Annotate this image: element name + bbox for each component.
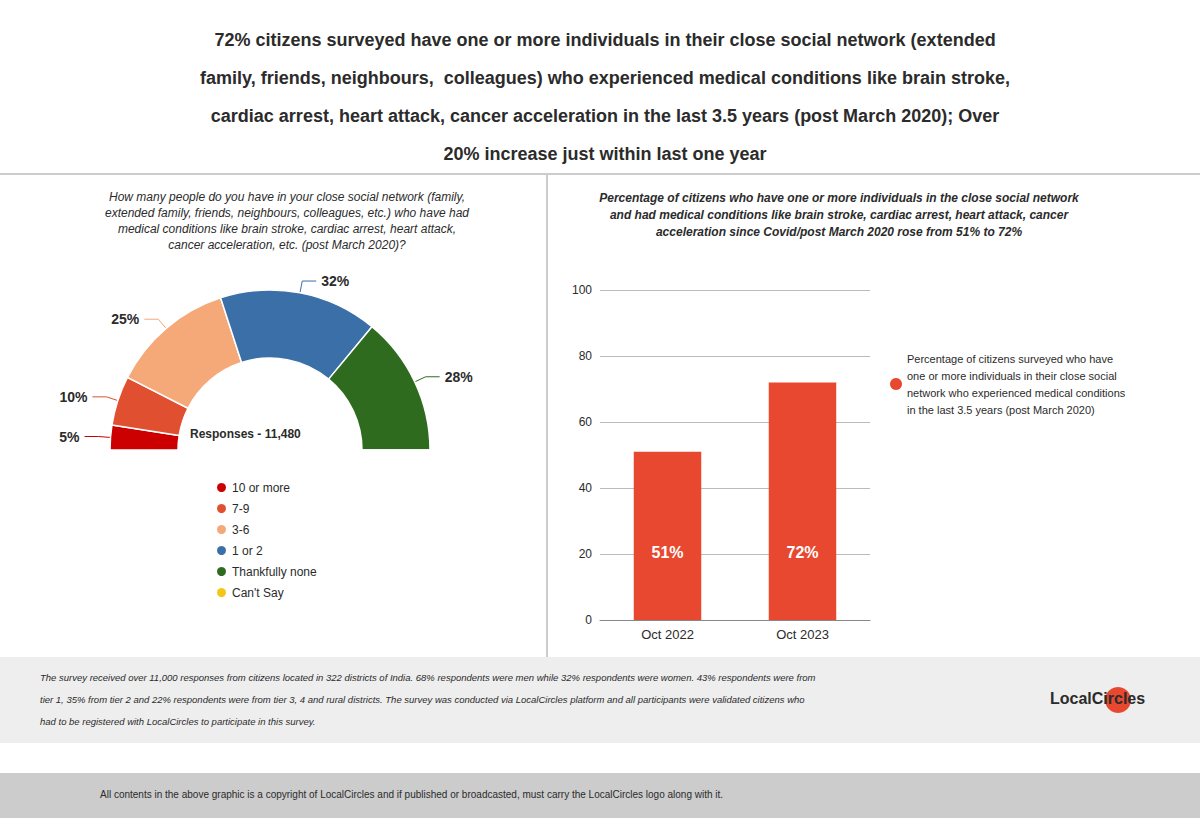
svg-text:72% citizens surveyed have one: 72% citizens surveyed have one or more i… (214, 30, 995, 50)
svg-text:25%: 25% (111, 311, 140, 327)
svg-text:had to be registered with Loca: had to be registered with LocalCircles t… (40, 716, 315, 727)
svg-text:28%: 28% (445, 369, 474, 385)
svg-text:extended family, friends, neig: extended family, friends, neighbours, co… (105, 206, 469, 220)
svg-text:72%: 72% (786, 544, 818, 561)
svg-text:Percentage of citizens surveye: Percentage of citizens surveyed who have (907, 353, 1113, 365)
svg-text:and had medical conditions lik: and had medical conditions like brain st… (610, 208, 1070, 222)
svg-text:one or more individuals in the: one or more individuals in their close s… (907, 370, 1117, 382)
svg-text:network who experienced medica: network who experienced medical conditio… (907, 387, 1126, 399)
svg-text:Can't Say: Can't Say (232, 586, 284, 600)
svg-text:cancer acceleration, etc. (pos: cancer acceleration, etc. (post March 20… (168, 238, 406, 252)
svg-text:medical conditions like brain: medical conditions like brain stroke, ca… (118, 222, 456, 236)
svg-text:cardiac arrest, heart attack,: cardiac arrest, heart attack, cancer acc… (211, 106, 999, 126)
svg-text:Thankfully none: Thankfully none (232, 565, 317, 579)
svg-text:family, friends, neighbours,: family, friends, neighbours, colleagues)… (200, 68, 1010, 88)
svg-text:7-9: 7-9 (232, 502, 250, 516)
svg-text:Responses - 11,480: Responses - 11,480 (190, 427, 301, 441)
svg-text:in the last 3.5 years (post Ma: in the last 3.5 years (post March 2020) (907, 404, 1095, 416)
svg-text:acceleration since Covid/post: acceleration since Covid/post March 2020… (656, 225, 1022, 239)
svg-text:How many people do you have in: How many people do you have in your clos… (109, 190, 465, 204)
svg-text:1 or 2: 1 or 2 (232, 544, 263, 558)
svg-text:10%: 10% (59, 389, 88, 405)
svg-text:The survey received over 11,00: The survey received over 11,000 response… (40, 672, 816, 683)
svg-text:20: 20 (579, 547, 593, 561)
svg-text:Oct 2022: Oct 2022 (641, 627, 694, 642)
svg-text:All contents in the above grap: All contents in the above graphic is a c… (100, 789, 723, 800)
svg-text:Oct 2023: Oct 2023 (776, 627, 829, 642)
svg-text:0: 0 (585, 613, 592, 627)
svg-text:60: 60 (579, 415, 593, 429)
svg-text:5%: 5% (59, 429, 80, 445)
svg-text:40: 40 (579, 481, 593, 495)
svg-text:tier 1, 35% from tier 2 and 22: tier 1, 35% from tier 2 and 22% responde… (40, 694, 805, 705)
svg-text:100: 100 (572, 283, 592, 297)
svg-text:10 or more: 10 or more (232, 481, 290, 495)
svg-text:3-6: 3-6 (232, 523, 250, 537)
svg-text:LocalCircles: LocalCircles (1050, 690, 1145, 707)
svg-text:80: 80 (579, 349, 593, 363)
svg-text:51%: 51% (651, 544, 683, 561)
svg-text:32%: 32% (321, 273, 350, 289)
svg-text:20% increase just within last: 20% increase just within last one year (443, 144, 766, 164)
svg-text:Percentage of citizens who hav: Percentage of citizens who have one or m… (599, 191, 1080, 205)
